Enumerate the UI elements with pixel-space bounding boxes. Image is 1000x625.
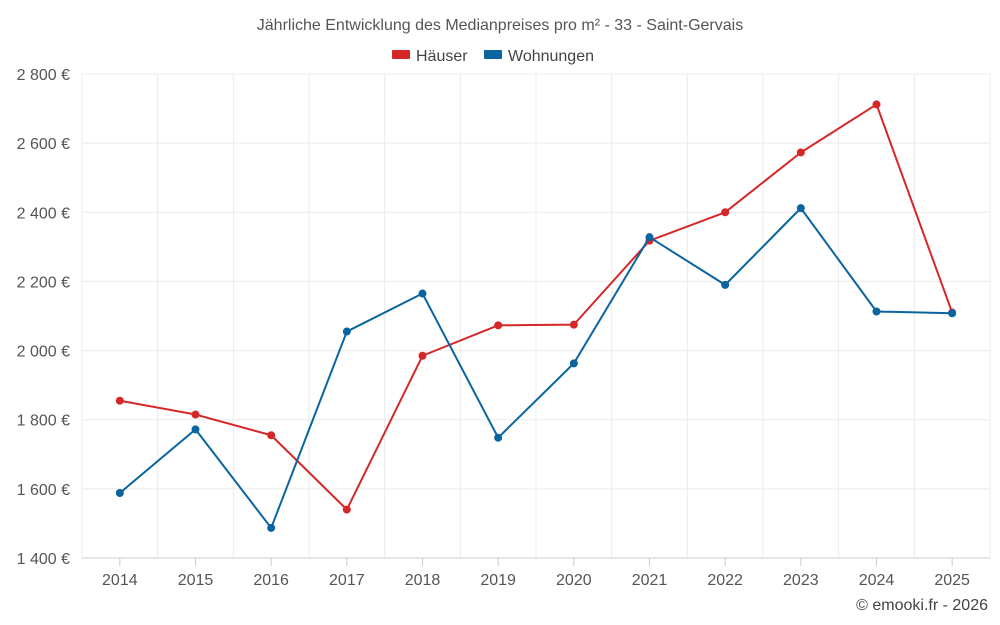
data-point-wohnungen	[494, 433, 503, 442]
data-point-h-user	[191, 410, 200, 419]
data-point-h-user	[721, 208, 730, 217]
axes: 1 400 € 1 600 € 1 800 € 2 000 € 2 200 € 2 400…	[17, 67, 990, 589]
data-point-wohnungen	[342, 327, 351, 336]
data-point-h-user	[115, 396, 124, 405]
x-tick-label: 2021	[632, 572, 668, 589]
y-tick-label: 1 400 €	[17, 551, 70, 568]
y-tick-label: 2 600 €	[17, 136, 70, 153]
data-point-h-user	[494, 321, 503, 330]
x-tick-label: 2025	[934, 572, 970, 589]
legend-swatch-h-user	[392, 50, 410, 59]
data-point-h-user	[569, 320, 578, 329]
grid	[81, 73, 991, 558]
legend-label-wohnungen: Wohnungen	[508, 48, 594, 65]
x-tick-label: 2015	[178, 572, 214, 589]
series-line-h-user	[119, 103, 954, 511]
legend-swatch-wohnungen	[484, 50, 502, 59]
data-point-wohnungen	[645, 233, 654, 242]
x-tick-label: 2023	[783, 572, 819, 589]
x-tick-label: 2022	[707, 572, 743, 589]
data-point-wohnungen	[721, 280, 730, 289]
data-point-wohnungen	[796, 204, 805, 213]
data-point-wohnungen	[418, 289, 427, 298]
data-point-h-user	[267, 431, 276, 440]
x-tick-label: 2024	[859, 572, 895, 589]
y-tick-label: 2 400 €	[17, 205, 70, 222]
y-tick-label: 2 200 €	[17, 274, 70, 291]
y-tick-label: 1 800 €	[17, 413, 70, 430]
x-tick-label: 2017	[329, 572, 365, 589]
y-tick-label: 1 600 €	[17, 482, 70, 499]
credit-text: © emooki.fr - 2026	[856, 597, 988, 614]
x-tick-label: 2018	[405, 572, 441, 589]
series-line-wohnungen	[119, 207, 953, 529]
legend-label-h-user: Häuser	[416, 48, 468, 65]
x-tick-label: 2016	[253, 572, 289, 589]
x-tick-label: 2014	[102, 572, 138, 589]
y-tick-label: 2 800 €	[17, 67, 70, 84]
data-point-wohnungen	[267, 523, 276, 532]
data-point-wohnungen	[115, 489, 124, 498]
data-point-h-user	[796, 148, 805, 157]
legend: Häuser Wohnungen	[392, 48, 594, 65]
data-point-wohnungen	[948, 309, 957, 318]
x-tick-label: 2019	[480, 572, 516, 589]
y-tick-label: 2 000 €	[17, 344, 70, 361]
data-point-h-user	[418, 351, 427, 360]
data-point-wohnungen	[569, 359, 578, 368]
series-layer	[115, 100, 957, 532]
chart-title: Jährliche Entwicklung des Medianpreises …	[257, 17, 743, 34]
data-point-h-user	[342, 505, 351, 514]
x-tick-label: 2020	[556, 572, 592, 589]
data-point-wohnungen	[191, 425, 200, 434]
data-point-wohnungen	[872, 307, 881, 316]
data-point-h-user	[872, 100, 881, 109]
